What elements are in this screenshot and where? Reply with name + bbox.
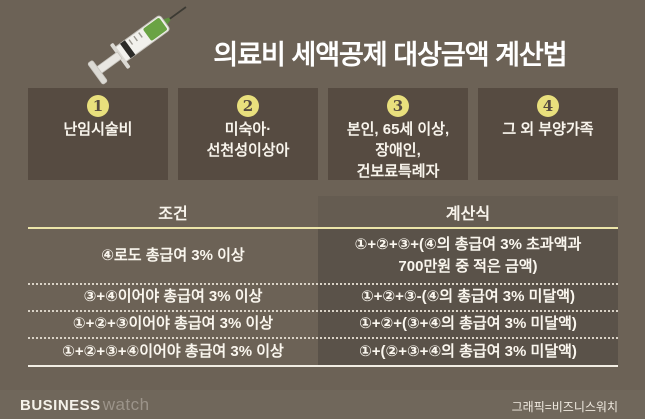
category-box-4: 4 그 외 부양가족 <box>478 88 618 180</box>
graphic-credit: 그래픽=비즈니스워치 <box>511 400 618 414</box>
formula-cell-1: ①+②+③+(④의 총급여 3% 초과액과 700만원 중 적은 금액) <box>354 235 582 276</box>
row-divider <box>28 283 618 285</box>
number-badge-4: 4 <box>537 95 559 117</box>
category-label-2: 미숙아· 선천성이상아 <box>206 121 290 159</box>
formula-cell-3: ①+②+(③+④의 총급여 3% 미달액) <box>359 315 577 333</box>
brand-bold-text: BUSINESS <box>20 396 101 414</box>
table-header-condition: 조건 <box>158 205 188 223</box>
condition-cell-3: ①+②+③이어야 총급여 3% 이상 <box>72 315 274 333</box>
page-title: 의료비 세액공제 대상금액 계산법 <box>213 40 567 70</box>
formula-column-body-bg <box>318 227 618 365</box>
category-box-1: 1 난임시술비 <box>28 88 168 180</box>
row-divider <box>28 310 618 312</box>
condition-cell-2: ③+④이어야 총급여 3% 이상 <box>83 288 263 306</box>
table-bottom-rule <box>28 365 618 367</box>
condition-cell-4: ①+②+③+④이어야 총급여 3% 이상 <box>62 342 284 360</box>
category-label-3: 본인, 65세 이상, 장애인, 건보료특례자 <box>346 121 450 180</box>
category-label-4: 그 외 부양가족 <box>502 121 594 138</box>
number-badge-1: 1 <box>87 95 109 117</box>
condition-cell-1: ④로도 총급여 3% 이상 <box>101 246 245 264</box>
header-rule <box>28 227 618 229</box>
formula-cell-4: ①+(②+③+④의 총급여 3% 미달액) <box>359 342 577 360</box>
category-box-3: 3 본인, 65세 이상, 장애인, 건보료특례자 <box>328 88 468 180</box>
number-badge-2: 2 <box>237 95 259 117</box>
category-label-1: 난임시술비 <box>63 121 133 138</box>
table-header-formula: 계산식 <box>445 205 491 223</box>
row-divider <box>28 337 618 339</box>
brand-light-text: watch <box>102 395 150 414</box>
formula-cell-2: ①+②+③-(④의 총급여 3% 미달액) <box>360 288 576 306</box>
number-badge-3: 3 <box>387 95 409 117</box>
footer-bar <box>0 390 645 419</box>
businesswatch-logo: BUSINESS watch <box>20 394 150 416</box>
syringe-icon <box>77 0 199 95</box>
category-box-2: 2 미숙아· 선천성이상아 <box>178 88 318 180</box>
formula-column-header-bg <box>318 196 618 227</box>
